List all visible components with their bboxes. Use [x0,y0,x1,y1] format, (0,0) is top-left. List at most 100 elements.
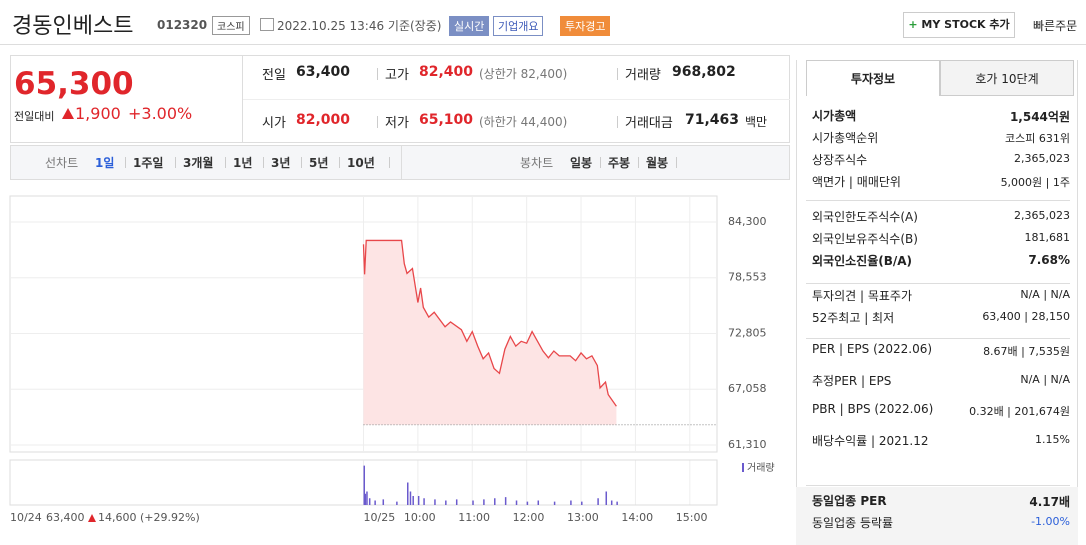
period-sep [389,157,390,168]
stat-value: 65,100 [419,112,474,128]
volume-bar [494,498,496,505]
info-label: 외국인보유주식수(B) [812,232,918,246]
x-tick-label: 15:00 [676,511,708,524]
volume-bar [553,501,556,505]
prev-close: 63,400 [46,511,85,524]
company-badge[interactable]: 기업개요 [493,16,544,36]
info-value: 7.68% [1028,253,1070,267]
info-value: 코스피 631위 [1005,132,1070,145]
stat-unit: 백만 [745,115,768,129]
x-tick-label: 10/25 [364,511,396,524]
stat-label: 시가 [262,116,286,131]
volume-label: 거래량 [747,462,775,474]
side-tab[interactable]: 투자정보 [806,60,940,96]
stat-label: 거래량 [625,68,661,83]
volume-bar [417,496,420,505]
change-label: 전일대비 [14,110,55,123]
x-tick-label: 12:00 [513,511,545,524]
stat-sep [617,68,618,80]
info-value: -1.00% [1031,515,1070,528]
period-item[interactable]: 일봉 [570,156,593,170]
my-stock-button[interactable]: + MY STOCK 추가 [903,12,1015,38]
period-bar [10,145,790,180]
price-line [362,239,617,407]
period-item[interactable]: 5년 [309,156,329,170]
period-item[interactable]: 1주일 [133,156,164,170]
info-value: N/A | N/A [1020,373,1070,386]
price-box [10,55,243,143]
y-tick-label: 61,310 [728,438,767,451]
volume-bar [434,499,436,505]
info-value: N/A | N/A [1020,288,1070,301]
quick-order[interactable]: 빠른주문 [1033,19,1078,33]
period-sep [638,157,639,168]
stock-name: 경동인베스트 [12,14,134,39]
stat-label: 저가 [385,116,409,131]
plus-icon: + [908,18,922,31]
volume-bar [412,496,414,505]
stat-value: 71,463 [685,112,740,128]
side-panel [796,60,1078,545]
volume-bar [570,500,572,505]
period-item[interactable]: 월봉 [646,156,669,170]
period-sep [301,157,302,168]
my-stock-text: MY STOCK 추가 [921,18,1010,31]
prev-arrow [88,514,96,522]
up-arrow [62,108,74,119]
y-tick-label: 67,058 [728,382,767,395]
period-item[interactable]: 10년 [347,156,375,170]
stock-code: 012320 [157,18,208,32]
info-label: 상장주식수 [812,153,868,167]
volume-bar [368,498,371,505]
volume-bar [396,501,398,505]
volume-bar [382,499,385,505]
period-label: 봉차트 [520,156,554,170]
info-label: 투자의견 | 목표주가 [812,289,912,303]
volume-bar [537,500,540,505]
info-label: 시가총액 [812,109,857,123]
period-item[interactable]: 1일 [95,156,115,170]
period-item[interactable]: 주봉 [608,156,631,170]
volume-bar [581,501,583,505]
period-item[interactable]: 1년 [233,156,253,170]
divider [0,44,1086,45]
stat-note: (하한가 44,400) [479,115,568,129]
stat-value: 968,802 [672,64,736,80]
stat-label: 고가 [385,68,409,83]
period-item[interactable]: 3개월 [183,156,214,170]
realtime-badge[interactable]: 실시간 [449,16,490,36]
calendar-icon [260,18,274,31]
prev-date: 10/24 [10,511,42,524]
prev-change: 14,600 [98,511,137,524]
volume-bar [610,500,613,505]
market-badge: 코스피 [212,16,250,35]
section-line [806,200,1070,201]
info-label: PBR | BPS (2022.06) [812,402,934,416]
y-tick-label: 84,300 [728,215,767,228]
stat-note: (상한가 82,400) [479,67,568,81]
info-value: 1.15% [1035,433,1070,446]
volume-bar [423,498,425,505]
stat-label: 전일 [262,68,286,83]
info-label: 외국인한도주식수(A) [812,210,918,224]
period-sep [600,157,601,168]
period-sep [339,157,340,168]
volume-bar [605,491,608,505]
info-label: 동일업종 PER [812,494,887,508]
volume-bar [515,500,518,505]
info-value: 2,365,023 [1014,152,1070,165]
info-label: PER | EPS (2022.06) [812,342,933,356]
datetime: 2022.10.25 13:46 기준(장중) [277,19,442,33]
info-label: 추정PER | EPS [812,374,892,388]
period-label: 선차트 [45,156,79,170]
y-tick-label: 72,805 [728,327,767,340]
info-label: 액면가 | 매매단위 [812,175,901,189]
volume-bar [374,500,376,505]
period-sep [263,157,264,168]
price-chart: 84,300 78,553 72,805 67,058 61,310 10/25 10:00… [9,195,775,524]
side-tab[interactable]: 호가 10단계 [940,60,1074,96]
period-item[interactable]: 3년 [271,156,291,170]
volume-bar [455,499,458,505]
info-label: 배당수익률 | 2021.12 [812,434,929,448]
info-value: 2,365,023 [1014,209,1070,222]
